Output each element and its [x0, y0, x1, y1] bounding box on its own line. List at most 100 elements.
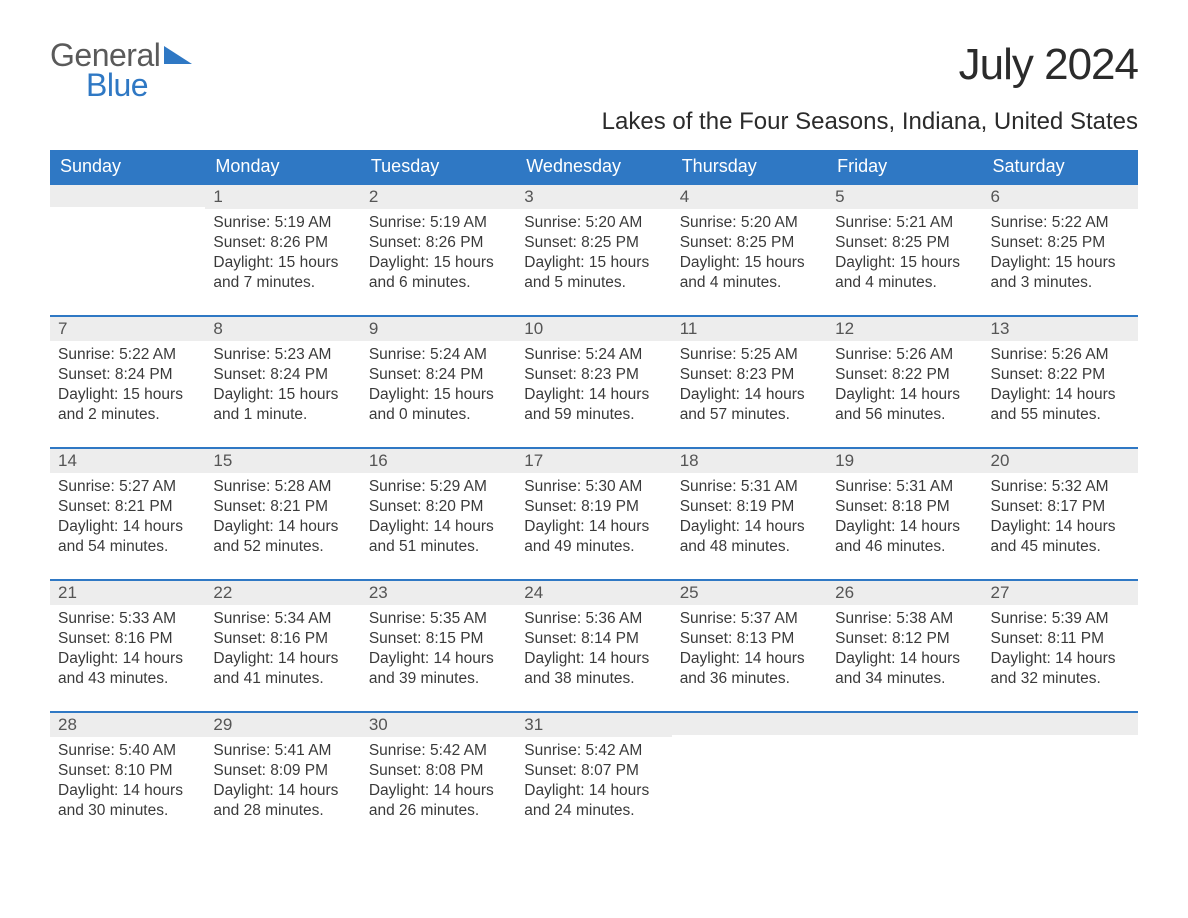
sunset-line: Sunset: 8:20 PM: [369, 497, 508, 517]
day-number: 12: [827, 315, 982, 341]
daylight-line: Daylight: 14 hours and 36 minutes.: [680, 649, 819, 689]
sunset-value: 8:25 PM: [581, 234, 639, 251]
sunrise-label: Sunrise:: [835, 610, 896, 627]
sunset-line: Sunset: 8:19 PM: [680, 497, 819, 517]
daylight-label: Daylight:: [835, 650, 900, 667]
sunset-value: 8:21 PM: [270, 498, 328, 515]
sunrise-line: Sunrise: 5:25 AM: [680, 345, 819, 365]
sunset-label: Sunset:: [991, 630, 1048, 647]
sunrise-line: Sunrise: 5:27 AM: [58, 477, 197, 497]
sunrise-value: 5:40 AM: [119, 742, 176, 759]
day-details: Sunrise: 5:20 AMSunset: 8:25 PMDaylight:…: [516, 209, 671, 294]
sunrise-line: Sunrise: 5:36 AM: [524, 609, 663, 629]
sunrise-line: Sunrise: 5:24 AM: [369, 345, 508, 365]
calendar-day-cell: 27Sunrise: 5:39 AMSunset: 8:11 PMDayligh…: [983, 579, 1138, 711]
day-number: 16: [361, 447, 516, 473]
day-number: 5: [827, 183, 982, 209]
calendar-day-cell: 22Sunrise: 5:34 AMSunset: 8:16 PMDayligh…: [205, 579, 360, 711]
calendar-day-cell: 9Sunrise: 5:24 AMSunset: 8:24 PMDaylight…: [361, 315, 516, 447]
calendar-table: SundayMondayTuesdayWednesdayThursdayFrid…: [50, 150, 1138, 843]
day-details: Sunrise: 5:27 AMSunset: 8:21 PMDaylight:…: [50, 473, 205, 558]
calendar-day-cell: 3Sunrise: 5:20 AMSunset: 8:25 PMDaylight…: [516, 183, 671, 315]
sunrise-value: 5:20 AM: [741, 214, 798, 231]
sunrise-line: Sunrise: 5:28 AM: [213, 477, 352, 497]
sunrise-value: 5:33 AM: [119, 610, 176, 627]
sunrise-line: Sunrise: 5:26 AM: [835, 345, 974, 365]
calendar-day-cell: 11Sunrise: 5:25 AMSunset: 8:23 PMDayligh…: [672, 315, 827, 447]
daylight-label: Daylight:: [680, 386, 745, 403]
sunset-label: Sunset:: [524, 366, 581, 383]
sunset-label: Sunset:: [213, 234, 270, 251]
day-number: 30: [361, 711, 516, 737]
day-details: Sunrise: 5:22 AMSunset: 8:25 PMDaylight:…: [983, 209, 1138, 294]
sunrise-label: Sunrise:: [524, 742, 585, 759]
sunrise-label: Sunrise:: [680, 346, 741, 363]
sunrise-label: Sunrise:: [58, 478, 119, 495]
sunset-value: 8:23 PM: [737, 366, 795, 383]
daylight-label: Daylight:: [213, 386, 278, 403]
daylight-line: Daylight: 14 hours and 45 minutes.: [991, 517, 1130, 557]
day-number: 13: [983, 315, 1138, 341]
sunset-label: Sunset:: [369, 762, 426, 779]
sunset-line: Sunset: 8:26 PM: [369, 233, 508, 253]
calendar-week-row: 7Sunrise: 5:22 AMSunset: 8:24 PMDaylight…: [50, 315, 1138, 447]
calendar-day-cell: 16Sunrise: 5:29 AMSunset: 8:20 PMDayligh…: [361, 447, 516, 579]
sunset-line: Sunset: 8:25 PM: [835, 233, 974, 253]
sunset-line: Sunset: 8:25 PM: [524, 233, 663, 253]
sunset-line: Sunset: 8:08 PM: [369, 761, 508, 781]
calendar-day-cell: 15Sunrise: 5:28 AMSunset: 8:21 PMDayligh…: [205, 447, 360, 579]
day-number: 25: [672, 579, 827, 605]
sunset-label: Sunset:: [524, 630, 581, 647]
sunrise-line: Sunrise: 5:41 AM: [213, 741, 352, 761]
sunrise-line: Sunrise: 5:21 AM: [835, 213, 974, 233]
day-number: 28: [50, 711, 205, 737]
sunset-label: Sunset:: [369, 366, 426, 383]
calendar-day-cell: 7Sunrise: 5:22 AMSunset: 8:24 PMDaylight…: [50, 315, 205, 447]
day-details: Sunrise: 5:19 AMSunset: 8:26 PMDaylight:…: [205, 209, 360, 294]
sunrise-value: 5:29 AM: [430, 478, 487, 495]
sunrise-value: 5:41 AM: [275, 742, 332, 759]
sunset-line: Sunset: 8:16 PM: [213, 629, 352, 649]
weekday-header: Friday: [827, 150, 982, 183]
sunset-label: Sunset:: [835, 366, 892, 383]
daylight-label: Daylight:: [991, 254, 1056, 271]
daylight-line: Daylight: 15 hours and 7 minutes.: [213, 253, 352, 293]
daylight-line: Daylight: 14 hours and 39 minutes.: [369, 649, 508, 689]
sunrise-value: 5:24 AM: [430, 346, 487, 363]
sunrise-value: 5:35 AM: [430, 610, 487, 627]
sunset-value: 8:14 PM: [581, 630, 639, 647]
day-details: Sunrise: 5:25 AMSunset: 8:23 PMDaylight:…: [672, 341, 827, 426]
sunrise-line: Sunrise: 5:20 AM: [680, 213, 819, 233]
sunset-line: Sunset: 8:13 PM: [680, 629, 819, 649]
sunrise-value: 5:22 AM: [119, 346, 176, 363]
sunset-label: Sunset:: [680, 630, 737, 647]
day-number: 23: [361, 579, 516, 605]
calendar-day-cell: 10Sunrise: 5:24 AMSunset: 8:23 PMDayligh…: [516, 315, 671, 447]
day-number: 10: [516, 315, 671, 341]
day-number: 3: [516, 183, 671, 209]
daylight-line: Daylight: 15 hours and 3 minutes.: [991, 253, 1130, 293]
sunrise-label: Sunrise:: [991, 610, 1052, 627]
day-details: Sunrise: 5:20 AMSunset: 8:25 PMDaylight:…: [672, 209, 827, 294]
sunrise-value: 5:31 AM: [896, 478, 953, 495]
daylight-label: Daylight:: [680, 518, 745, 535]
sunrise-line: Sunrise: 5:40 AM: [58, 741, 197, 761]
daylight-label: Daylight:: [835, 254, 900, 271]
page-header: General Blue July 2024 Lakes of the Four…: [50, 40, 1138, 136]
calendar-day-cell: 8Sunrise: 5:23 AMSunset: 8:24 PMDaylight…: [205, 315, 360, 447]
weekday-header-row: SundayMondayTuesdayWednesdayThursdayFrid…: [50, 150, 1138, 183]
sunrise-line: Sunrise: 5:24 AM: [524, 345, 663, 365]
day-number: 15: [205, 447, 360, 473]
sunset-label: Sunset:: [58, 762, 115, 779]
calendar-day-cell: 21Sunrise: 5:33 AMSunset: 8:16 PMDayligh…: [50, 579, 205, 711]
day-number: 18: [672, 447, 827, 473]
sunrise-label: Sunrise:: [680, 610, 741, 627]
day-number: 9: [361, 315, 516, 341]
sunset-label: Sunset:: [680, 234, 737, 251]
sunrise-value: 5:27 AM: [119, 478, 176, 495]
sunset-line: Sunset: 8:21 PM: [58, 497, 197, 517]
calendar-day-cell: 5 Sunrise: 5:21 AMSunset: 8:25 PMDaylight…: [827, 183, 982, 315]
daylight-line: Daylight: 14 hours and 57 minutes.: [680, 385, 819, 425]
day-number: 27: [983, 579, 1138, 605]
day-details: Sunrise: 5:23 AMSunset: 8:24 PMDaylight:…: [205, 341, 360, 426]
